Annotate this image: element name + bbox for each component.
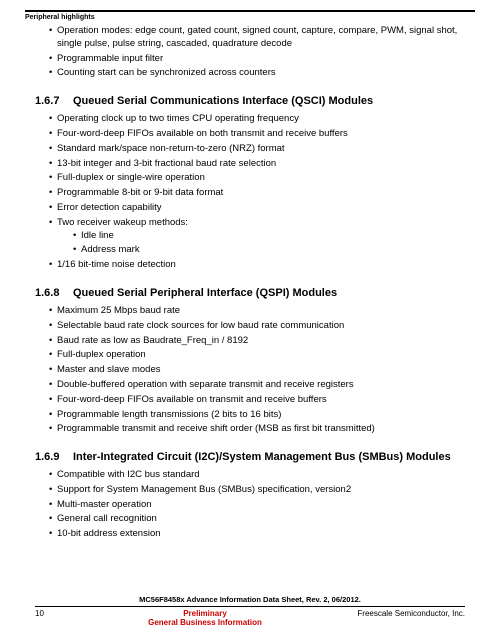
list-item: Support for System Management Bus (SMBus…	[49, 484, 465, 497]
list-item: Operation modes: edge count, gated count…	[49, 25, 465, 51]
content-area: Operation modes: edge count, gated count…	[0, 25, 500, 541]
list-item: Full-duplex or single-wire operation	[49, 172, 465, 185]
section-heading-qsci: 1.6.7 Queued Serial Communications Inter…	[35, 94, 465, 109]
list-item: General call recognition	[49, 513, 465, 526]
list-item: Operating clock up to two times CPU oper…	[49, 113, 465, 126]
footer-doc-title: MC56F8458x Advance Information Data Shee…	[35, 595, 465, 607]
section-heading-i2c: 1.6.9 Inter-Integrated Circuit (I2C)/Sys…	[35, 450, 465, 465]
list-item: Master and slave modes	[49, 364, 465, 377]
list-item: Two receiver wakeup methods: Idle line A…	[49, 217, 465, 257]
list-item: Four-word-deep FIFOs available on transm…	[49, 394, 465, 407]
list-item: Double-buffered operation with separate …	[49, 379, 465, 392]
preliminary-label: Preliminary	[183, 609, 227, 618]
header-label: Peripheral highlights	[25, 14, 475, 25]
gbi-label: General Business Information	[148, 618, 262, 627]
footer-center: Preliminary General Business Information	[65, 609, 345, 627]
list-item-text: Two receiver wakeup methods:	[57, 217, 188, 228]
section-heading-qspi: 1.6.8 Queued Serial Peripheral Interface…	[35, 286, 465, 301]
page-footer: MC56F8458x Advance Information Data Shee…	[0, 595, 500, 627]
list-item: 10-bit address extension	[49, 528, 465, 541]
section-title: Queued Serial Peripheral Interface (QSPI…	[73, 286, 465, 301]
page-header: Peripheral highlights	[0, 0, 500, 25]
section-number: 1.6.8	[35, 286, 73, 301]
list-item: Idle line	[73, 230, 465, 243]
list-item: Programmable 8-bit or 9-bit data format	[49, 187, 465, 200]
list-item: Compatible with I2C bus standard	[49, 469, 465, 482]
i2c-bullet-list: Compatible with I2C bus standard Support…	[35, 469, 465, 541]
page-number: 10	[35, 609, 65, 627]
list-item: 13-bit integer and 3-bit fractional baud…	[49, 158, 465, 171]
list-item: Address mark	[73, 244, 465, 257]
section-number: 1.6.9	[35, 450, 73, 465]
list-item: Maximum 25 Mbps baud rate	[49, 305, 465, 318]
footer-row: 10 Preliminary General Business Informat…	[35, 609, 465, 627]
list-item: Programmable input filter	[49, 53, 465, 66]
list-item: Programmable length transmissions (2 bit…	[49, 409, 465, 422]
list-item: Selectable baud rate clock sources for l…	[49, 320, 465, 333]
page-container: Peripheral highlights Operation modes: e…	[0, 0, 500, 635]
section-title: Queued Serial Communications Interface (…	[73, 94, 465, 109]
list-item: Standard mark/space non-return-to-zero (…	[49, 143, 465, 156]
section-title: Inter-Integrated Circuit (I2C)/System Ma…	[73, 450, 465, 465]
list-item: Full-duplex operation	[49, 349, 465, 362]
list-item: Programmable transmit and receive shift …	[49, 423, 465, 436]
company-name: Freescale Semiconductor, Inc.	[345, 609, 465, 627]
list-item: Four-word-deep FIFOs available on both t…	[49, 128, 465, 141]
qspi-bullet-list: Maximum 25 Mbps baud rate Selectable bau…	[35, 305, 465, 436]
list-item: Counting start can be synchronized acros…	[49, 67, 465, 80]
nested-list: Idle line Address mark	[57, 230, 465, 258]
list-item: Multi-master operation	[49, 499, 465, 512]
list-item: 1/16 bit-time noise detection	[49, 259, 465, 272]
intro-bullet-list: Operation modes: edge count, gated count…	[35, 25, 465, 80]
list-item: Error detection capability	[49, 202, 465, 215]
header-rule	[25, 10, 475, 12]
section-number: 1.6.7	[35, 94, 73, 109]
qsci-bullet-list: Operating clock up to two times CPU oper…	[35, 113, 465, 272]
list-item: Baud rate as low as Baudrate_Freq_in / 8…	[49, 335, 465, 348]
